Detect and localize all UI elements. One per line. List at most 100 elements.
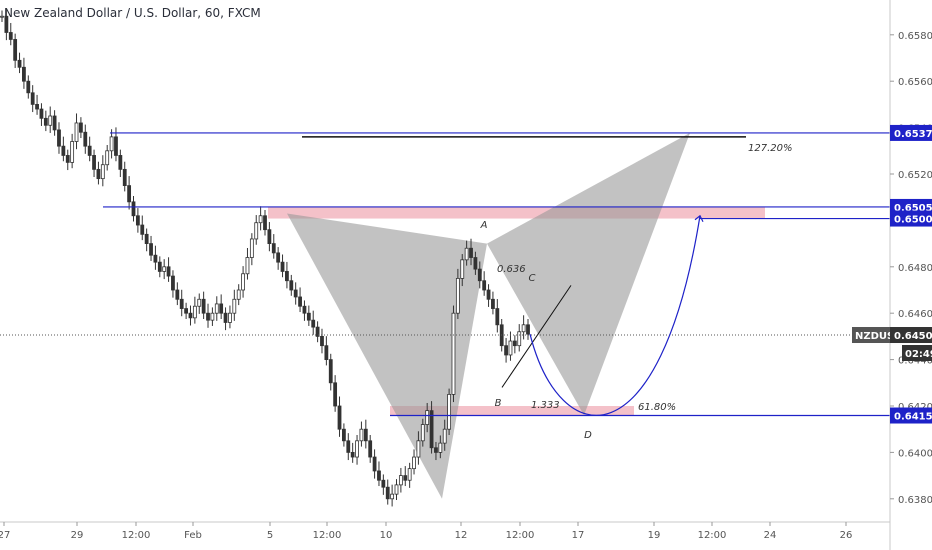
- candle-body: [315, 326, 320, 337]
- time-tick-label: 29: [71, 530, 84, 541]
- candle-body: [504, 345, 508, 356]
- candle-body: [521, 324, 526, 333]
- candle-body: [438, 442, 443, 453]
- price-axis[interactable]: 0.658000.656000.654000.652000.650000.648…: [852, 0, 932, 550]
- candle-body: [341, 428, 346, 442]
- candle-body: [135, 215, 140, 226]
- candle-body: [74, 122, 79, 142]
- candle-body: [258, 215, 263, 224]
- candle-body: [43, 117, 48, 126]
- time-tick-label: 5: [267, 530, 273, 541]
- price-tag-bg: [890, 210, 932, 227]
- candle-body: [175, 289, 180, 300]
- candle-body: [451, 312, 456, 395]
- candle-body: [302, 305, 307, 314]
- candle-body: [486, 289, 491, 300]
- candle-body: [57, 129, 61, 147]
- projection-curve: [529, 215, 701, 416]
- time-tick-label: 10: [380, 530, 393, 541]
- candle-body: [508, 340, 513, 356]
- candle-body: [390, 493, 395, 500]
- candle-body: [79, 122, 83, 133]
- candle-body: [355, 440, 359, 458]
- candle-body: [473, 257, 478, 270]
- pattern-point-d: D: [584, 430, 592, 441]
- pattern-point-c: C: [529, 273, 536, 284]
- time-tick-label: 12:00: [506, 530, 535, 541]
- candle-body: [228, 312, 232, 323]
- current-price-tag-bg: [890, 327, 932, 344]
- candle-body: [280, 261, 285, 272]
- harmonic-pattern: [287, 132, 690, 499]
- ratio-label: 0.636: [497, 264, 526, 275]
- candle-body: [61, 145, 66, 156]
- candle-body: [346, 440, 351, 453]
- candle-body: [122, 168, 127, 187]
- candle-body: [372, 456, 377, 472]
- candle-body: [245, 257, 250, 275]
- time-tick-label: 26: [840, 530, 853, 541]
- ratio-label: 1.333: [531, 400, 560, 411]
- candle-body: [219, 303, 224, 314]
- time-tick-label: 17: [572, 530, 585, 541]
- candle-body: [157, 261, 162, 272]
- candle-body: [447, 393, 452, 430]
- price-tag-label: 0.64159: [894, 412, 932, 423]
- price-tag-label: 0.65058: [894, 203, 932, 214]
- candle-body: [241, 273, 245, 291]
- candle-body: [491, 298, 495, 309]
- time-tick-label: 12:00: [122, 530, 151, 541]
- candle-body: [249, 238, 254, 258]
- candle-body: [477, 268, 482, 282]
- candle-body: [267, 229, 272, 244]
- candle-body: [100, 164, 105, 180]
- candle-body: [298, 296, 302, 307]
- time-tick-label: Feb: [184, 530, 202, 541]
- candle-body: [337, 405, 342, 430]
- candle-body: [460, 259, 465, 279]
- time-tick-label: 24: [764, 530, 777, 541]
- candle-body: [201, 298, 206, 314]
- trend-line: [501, 285, 572, 388]
- candle-body: [144, 233, 149, 245]
- symbol-tag-label: NZDUSD: [855, 331, 903, 342]
- candle-body: [192, 305, 197, 319]
- time-tick-label: 19: [648, 530, 661, 541]
- symbol-tag-bg: [852, 327, 890, 344]
- candle-body: [179, 298, 184, 309]
- zone-rect: [390, 406, 634, 416]
- zones: [268, 206, 765, 416]
- candle-body: [416, 440, 421, 458]
- candle-body: [328, 359, 333, 384]
- candle-body: [188, 312, 193, 319]
- candle-body: [434, 447, 438, 453]
- candle-body: [4, 15, 9, 33]
- projection-arrow: [694, 214, 704, 223]
- candle-body: [324, 345, 329, 360]
- price-tag-bg: [890, 407, 932, 424]
- candle-body: [96, 168, 101, 180]
- candle-body: [455, 277, 460, 314]
- candle-body: [464, 247, 469, 261]
- candle-body: [83, 131, 88, 147]
- candle-body: [289, 280, 294, 291]
- candle-body: [171, 275, 175, 291]
- candle-body: [210, 312, 215, 321]
- candle-body: [153, 254, 158, 263]
- time-tick-label: 12: [455, 530, 468, 541]
- candle-body: [39, 108, 44, 119]
- candle-body: [350, 451, 355, 458]
- candle-body: [398, 475, 403, 486]
- candle-body: [118, 155, 123, 170]
- candle-body: [363, 428, 368, 442]
- candle-body: [65, 155, 70, 163]
- time-axis[interactable]: 27 29 12:00 Feb 5 12:00 10 12 12:00 17 19 12:00 24 26: [0, 521, 890, 541]
- candle-body: [26, 80, 31, 94]
- candle-body: [17, 59, 22, 68]
- candle-body: [495, 308, 500, 326]
- candle-body: [52, 115, 57, 131]
